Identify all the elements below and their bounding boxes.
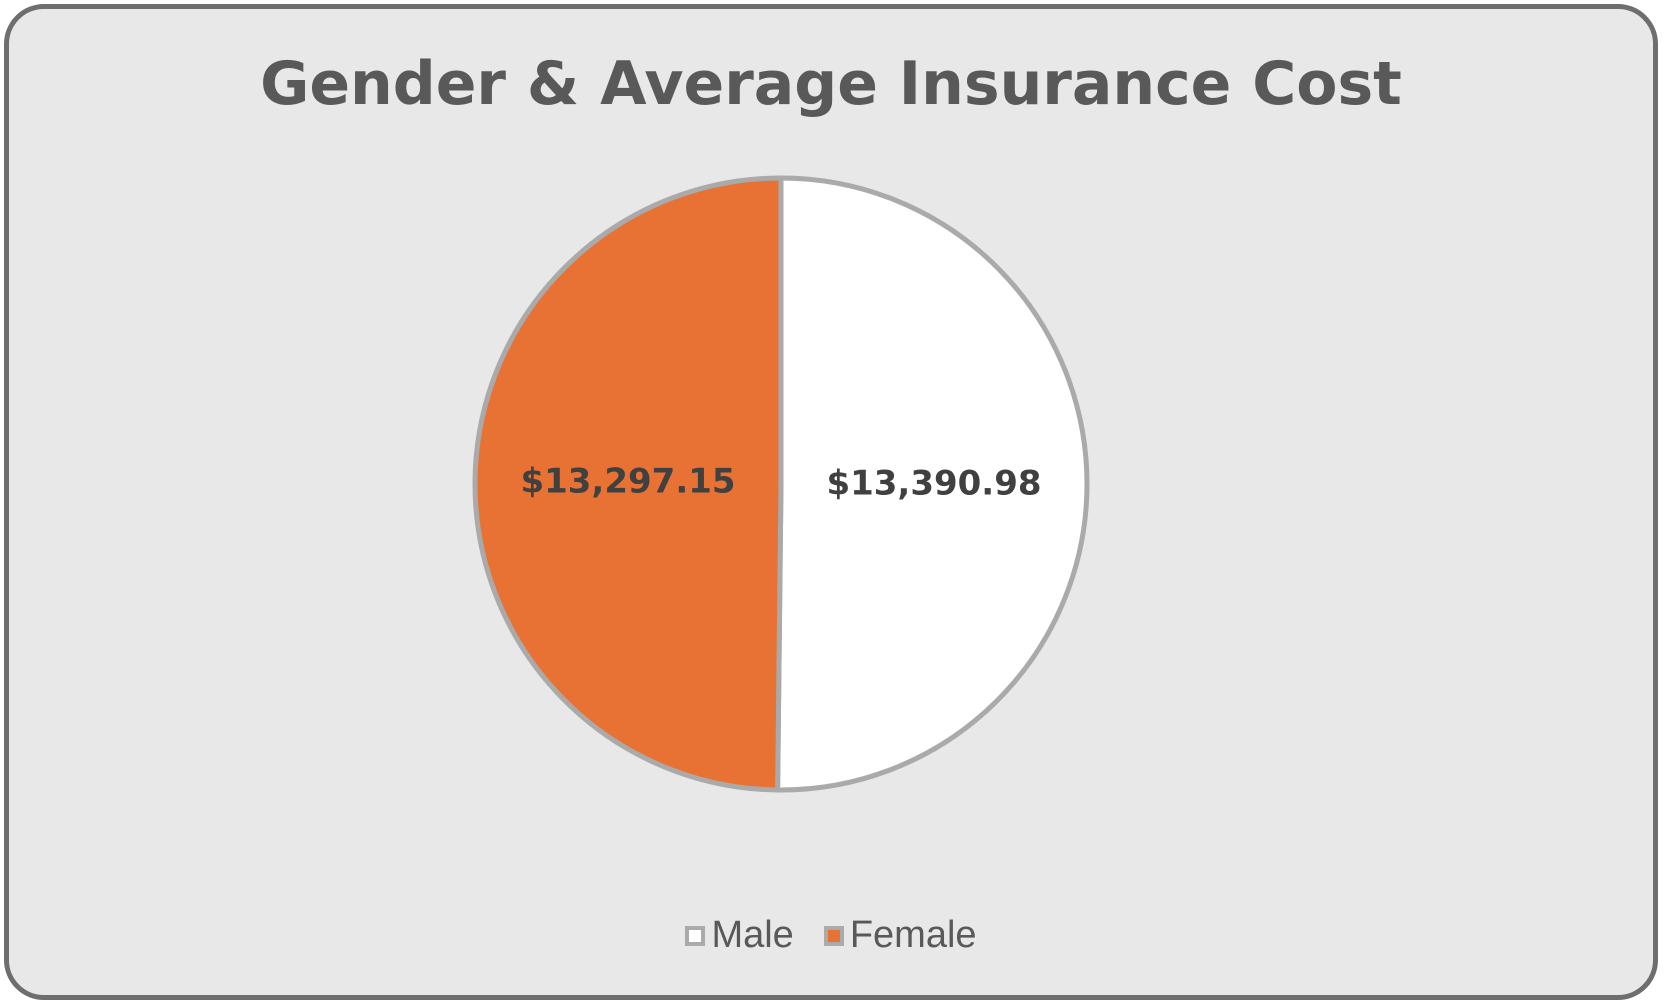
chart-card: Gender & Average Insurance Cost $13,390.… <box>4 4 1658 1000</box>
pie-slices <box>472 175 1090 793</box>
data-label-female: $13,297.15 <box>520 462 735 502</box>
legend-label-male: Male <box>711 914 794 956</box>
chart-title: Gender & Average Insurance Cost <box>260 49 1402 119</box>
chart-legend: Male Female <box>9 914 1653 957</box>
legend-swatch-female <box>823 925 844 946</box>
legend-label-female: Female <box>849 914 977 956</box>
pie-slice-female <box>472 175 784 793</box>
legend-item-female: Female <box>823 914 977 957</box>
pie-slice-male <box>775 175 1090 793</box>
pie-data-labels: $13,390.98 $13,297.15 <box>520 462 1041 504</box>
legend-item-male: Male <box>685 914 794 957</box>
pie-chart: $13,390.98 $13,297.15 <box>472 175 1090 793</box>
legend-swatch-male <box>685 925 706 946</box>
data-label-male: $13,390.98 <box>826 463 1041 503</box>
